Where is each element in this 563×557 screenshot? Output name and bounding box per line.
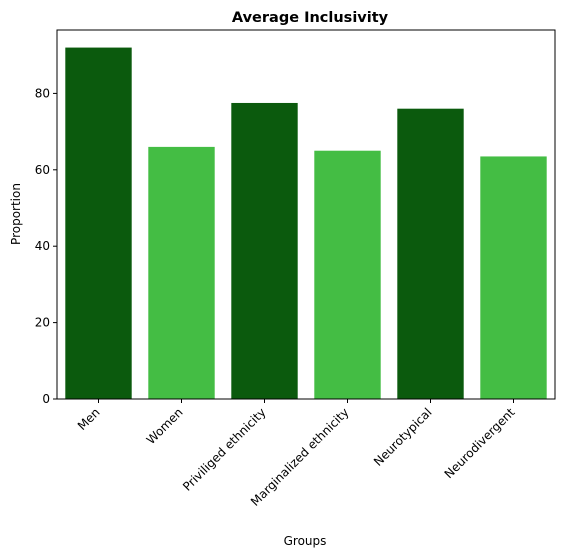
plot-frame [56, 29, 556, 400]
y-axis-label: Proportion [9, 183, 23, 245]
bar-2 [148, 146, 215, 399]
chart-title: Average Inclusivity [232, 10, 389, 26]
x-tick-label: Men [75, 405, 103, 433]
x-tick-label: Marginalized ethnicity [248, 405, 352, 509]
y-tick-label: 40 [35, 239, 50, 253]
bar-5 [397, 108, 464, 399]
x-axis-label: Groups [284, 534, 327, 548]
y-tick-label: 80 [35, 86, 50, 100]
bar-4 [314, 150, 381, 399]
y-tick-label: 0 [42, 392, 50, 406]
y-axis: 0 20 40 60 80 [35, 86, 57, 406]
bar-3 [231, 102, 298, 400]
x-tick-label: Priviliged ethnicity [180, 405, 269, 494]
x-tick-label: Neurotypical [371, 405, 435, 469]
x-tick-label: Women [144, 405, 186, 447]
bar-6 [480, 156, 547, 399]
y-tick-label: 60 [35, 163, 50, 177]
y-tick-label: 20 [35, 316, 50, 330]
bar-1 [65, 47, 132, 399]
x-tick-label: Neurodivergent [442, 405, 518, 481]
bars-group [65, 47, 547, 400]
